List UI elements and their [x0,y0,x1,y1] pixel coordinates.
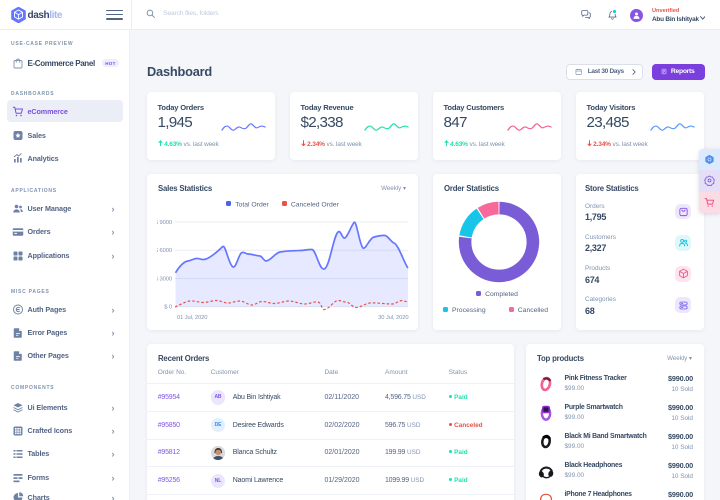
svg-text:$ 3000: $ 3000 [157,277,172,283]
svg-text:01 Jul, 2020: 01 Jul, 2020 [177,315,207,321]
svg-text:$ 0: $ 0 [164,305,172,311]
svg-text:$ 9000: $ 9000 [157,220,172,226]
svg-text:30 Jul, 2020: 30 Jul, 2020 [378,315,408,321]
svg-text:$ 6000: $ 6000 [157,248,172,254]
